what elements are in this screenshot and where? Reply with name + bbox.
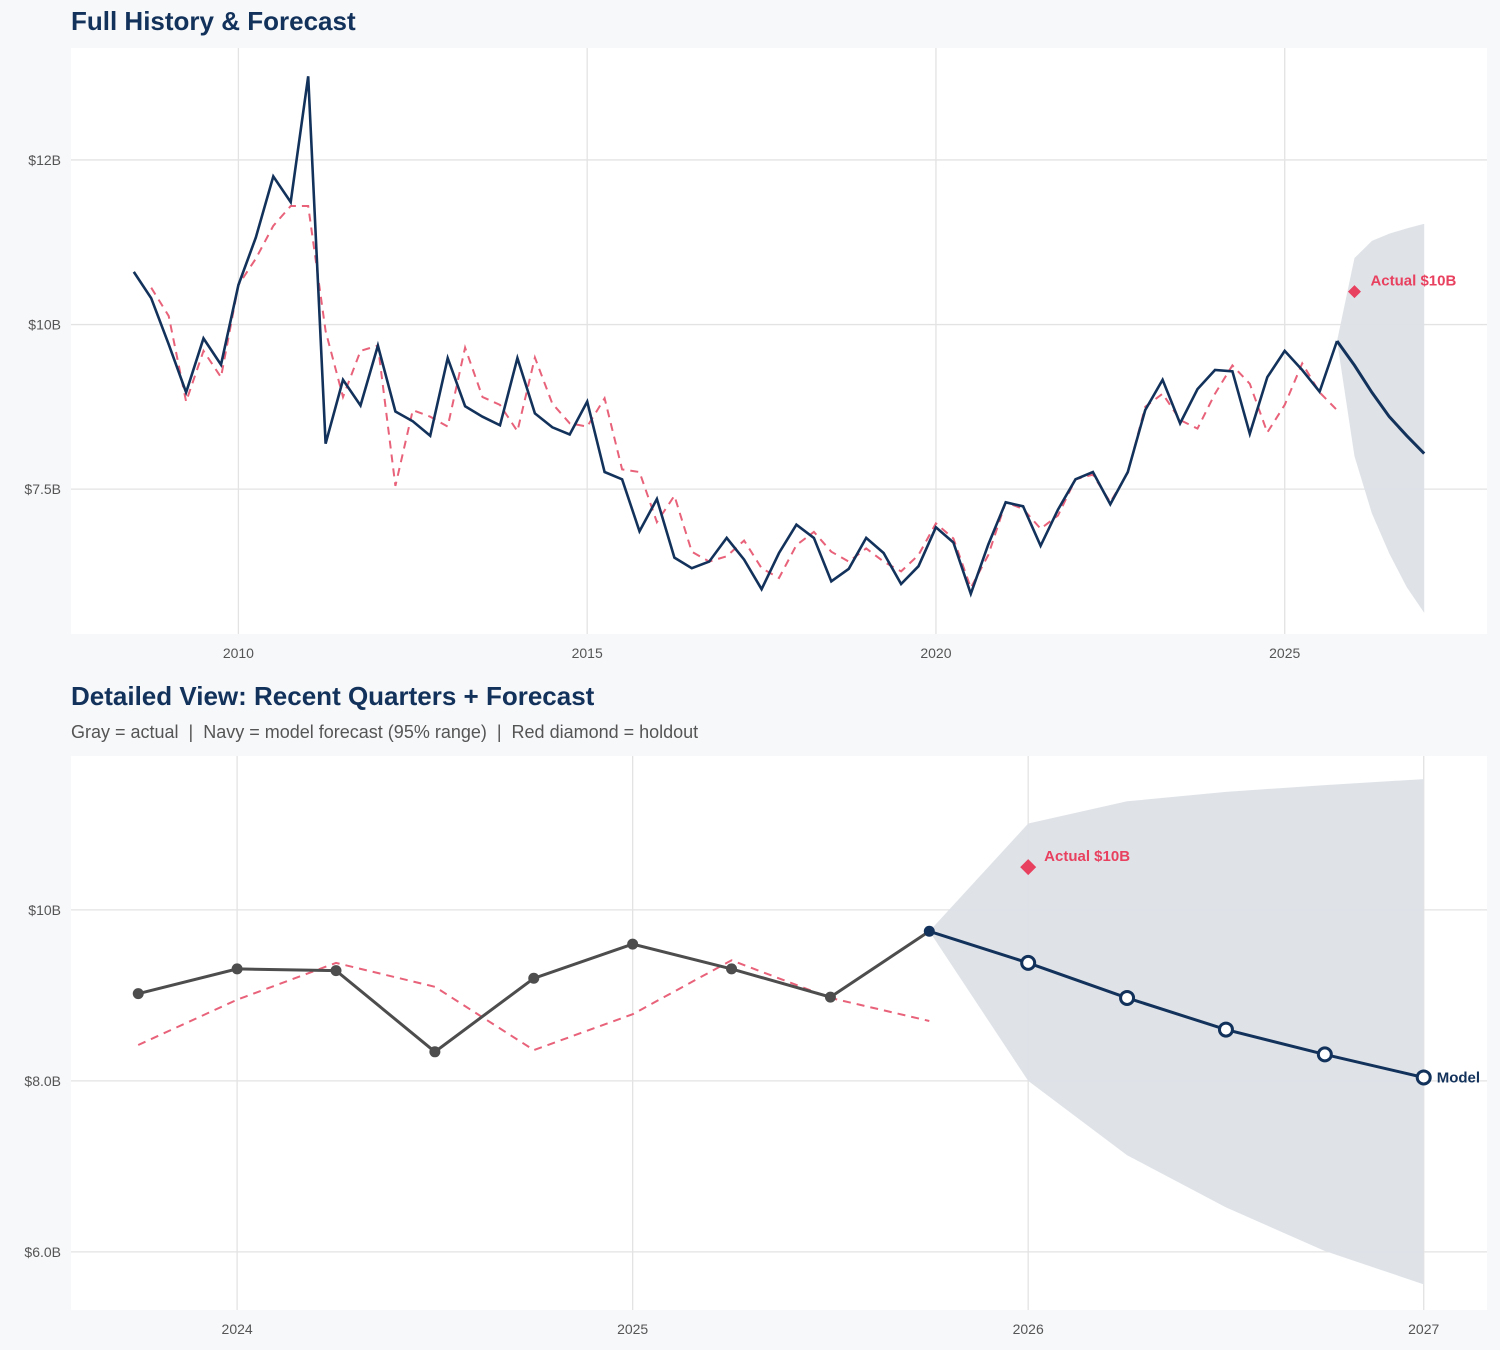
forecast-band <box>1337 223 1425 613</box>
chart-0: 2010 2015 2020 2025 $7.5B $10B $12B Actual $10B <box>24 48 1487 661</box>
fitted-line <box>137 959 930 1052</box>
y-tick-label: $7.5B <box>24 481 61 497</box>
x-tick-label: 2026 <box>1013 1321 1044 1337</box>
forecast-band <box>929 779 1424 1285</box>
forecast-point <box>1415 1069 1432 1086</box>
y-tick-label: $8.0B <box>24 1073 61 1089</box>
detail-chart-subtitle: Gray = actual | Navy = model forecast (9… <box>71 722 699 742</box>
forecast-point <box>1316 1046 1333 1063</box>
model-label: Model <box>1437 1069 1480 1086</box>
forecast-line <box>1335 340 1426 455</box>
x-tick-label: 2015 <box>572 645 603 661</box>
y-tick-label: $10B <box>28 317 61 333</box>
x-tick-label: 2025 <box>1269 645 1300 661</box>
holdout-label: Actual $10B <box>1370 273 1456 290</box>
chart-1: 2024 2025 2026 2027 $6.0B $8.0B $10B Model Actua… <box>24 756 1487 1337</box>
forecast-point <box>1119 989 1136 1006</box>
actual-point <box>330 965 342 977</box>
y-tick-label: $6.0B <box>24 1244 61 1260</box>
x-tick-label: 2025 <box>617 1321 648 1337</box>
holdout-diamond <box>1347 285 1361 299</box>
x-tick-label: 2020 <box>920 645 951 661</box>
actual-line <box>132 76 1339 598</box>
x-tick-label: 2027 <box>1408 1321 1439 1337</box>
holdout-diamond <box>1020 859 1037 876</box>
top-chart-title: Full History & Forecast <box>71 6 356 36</box>
x-tick-label: 2010 <box>223 645 254 661</box>
forecast-point <box>1020 954 1037 971</box>
actual-point <box>923 925 935 937</box>
actual-point <box>132 988 144 1000</box>
forecast-point <box>1217 1021 1234 1038</box>
y-tick-label: $12B <box>28 152 61 168</box>
actual-point <box>627 938 639 950</box>
actual-point <box>726 963 738 975</box>
actual-point <box>429 1046 441 1058</box>
actual-point <box>231 963 243 975</box>
holdout-label: Actual $10B <box>1044 848 1130 865</box>
plot-panel <box>71 48 1487 634</box>
forecast-line <box>928 929 1425 1079</box>
y-tick-label: $10B <box>28 902 61 918</box>
actual-point <box>528 972 540 984</box>
x-tick-label: 2024 <box>222 1321 253 1337</box>
detail-chart-title: Detailed View: Recent Quarters + Forecas… <box>71 681 595 711</box>
actual-point <box>824 991 836 1003</box>
